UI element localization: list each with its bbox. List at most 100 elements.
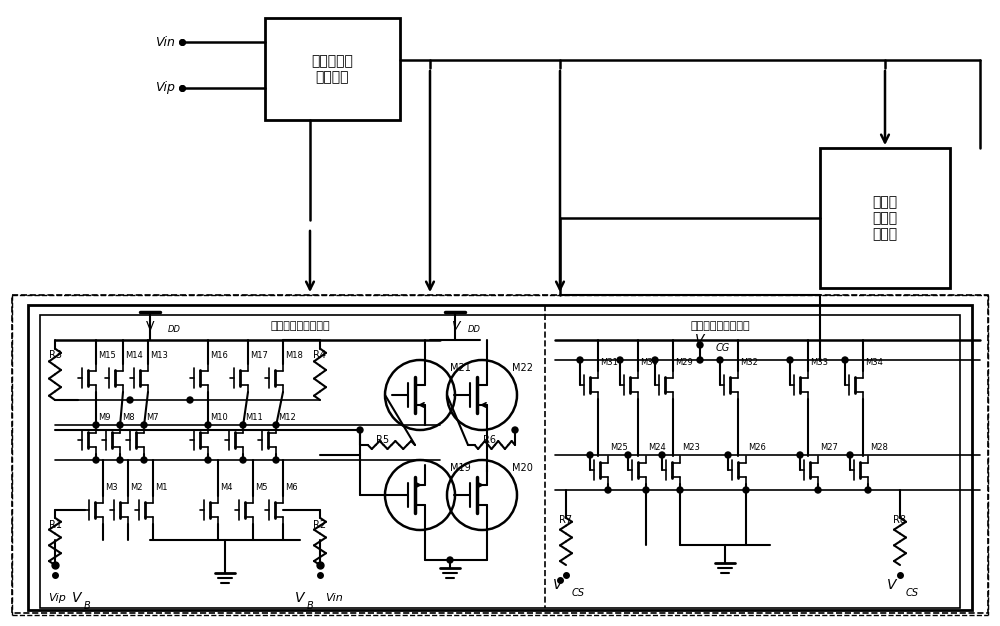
Circle shape	[577, 357, 583, 363]
Text: M5: M5	[255, 483, 268, 492]
Text: V: V	[295, 591, 304, 605]
Text: CS: CS	[906, 588, 919, 598]
Circle shape	[717, 357, 723, 363]
Text: M26: M26	[748, 443, 766, 452]
Text: M17: M17	[250, 351, 268, 360]
Text: M6: M6	[285, 483, 298, 492]
Text: R8: R8	[894, 515, 906, 525]
Bar	[28, 305, 972, 610]
Text: M30: M30	[640, 358, 658, 367]
Circle shape	[187, 397, 193, 403]
Text: M20: M20	[512, 463, 533, 473]
Circle shape	[625, 452, 631, 458]
Circle shape	[117, 422, 123, 428]
Text: M15: M15	[98, 351, 116, 360]
Circle shape	[205, 422, 211, 428]
Bar	[40, 315, 960, 608]
Text: DD: DD	[468, 326, 481, 334]
Circle shape	[697, 342, 703, 348]
Bar	[820, 148, 950, 288]
Text: M18: M18	[285, 351, 303, 360]
Text: M9: M9	[98, 413, 110, 422]
Circle shape	[273, 457, 279, 463]
Circle shape	[815, 487, 821, 493]
Circle shape	[273, 422, 279, 428]
Text: R7: R7	[559, 515, 573, 525]
Circle shape	[587, 452, 593, 458]
Text: R2: R2	[313, 520, 327, 530]
Text: B: B	[307, 601, 314, 611]
Circle shape	[512, 427, 518, 433]
Text: B: B	[84, 601, 91, 611]
Bar	[265, 18, 400, 120]
Text: Vin: Vin	[325, 593, 343, 603]
Text: R4: R4	[314, 350, 326, 360]
Circle shape	[357, 427, 363, 433]
Text: M23: M23	[682, 443, 700, 452]
Text: M12: M12	[278, 413, 296, 422]
Text: R3: R3	[48, 350, 62, 360]
Text: M29: M29	[675, 358, 693, 367]
Text: CS: CS	[572, 588, 585, 598]
Text: M34: M34	[865, 358, 883, 367]
Text: M28: M28	[870, 443, 888, 452]
Circle shape	[847, 452, 853, 458]
Text: CG: CG	[716, 343, 730, 353]
Text: M8: M8	[122, 413, 135, 422]
Text: M14: M14	[125, 351, 143, 360]
Text: 可配置功率放大部分: 可配置功率放大部分	[690, 321, 750, 331]
Circle shape	[677, 487, 683, 493]
Circle shape	[643, 487, 649, 493]
Text: 功率检测和
控制部分: 功率检测和 控制部分	[311, 54, 353, 84]
Text: M19: M19	[450, 463, 471, 473]
Text: 可配置功率驱动部分: 可配置功率驱动部分	[270, 321, 330, 331]
Circle shape	[93, 457, 99, 463]
Circle shape	[141, 457, 147, 463]
Text: 可配置
阻抗转
换部分: 可配置 阻抗转 换部分	[872, 195, 898, 241]
Text: DD: DD	[168, 326, 181, 334]
Circle shape	[797, 452, 803, 458]
Circle shape	[117, 457, 123, 463]
Circle shape	[787, 357, 793, 363]
Text: M33: M33	[810, 358, 828, 367]
Text: M3: M3	[105, 483, 118, 492]
Circle shape	[652, 357, 658, 363]
Text: R5: R5	[376, 435, 390, 445]
Circle shape	[725, 452, 731, 458]
Text: R6: R6	[484, 435, 496, 445]
Text: V: V	[695, 333, 705, 347]
Circle shape	[205, 457, 211, 463]
Text: M7: M7	[146, 413, 159, 422]
Text: V: V	[146, 319, 154, 332]
Text: M22: M22	[512, 363, 533, 373]
Circle shape	[141, 422, 147, 428]
Circle shape	[127, 397, 133, 403]
Text: M16: M16	[210, 351, 228, 360]
Text: V: V	[72, 591, 82, 605]
Text: M24: M24	[648, 443, 666, 452]
Text: M4: M4	[220, 483, 232, 492]
Text: Vin: Vin	[155, 36, 175, 48]
Circle shape	[865, 487, 871, 493]
Circle shape	[605, 487, 611, 493]
Text: M10: M10	[210, 413, 228, 422]
Text: M32: M32	[740, 358, 758, 367]
Text: Vip: Vip	[155, 81, 175, 95]
Text: V: V	[887, 578, 897, 592]
Text: Vip: Vip	[48, 593, 66, 603]
Text: M31: M31	[600, 358, 618, 367]
Text: M25: M25	[610, 443, 628, 452]
Circle shape	[659, 452, 665, 458]
Circle shape	[240, 457, 246, 463]
Circle shape	[447, 557, 453, 563]
Circle shape	[842, 357, 848, 363]
Text: M2: M2	[130, 483, 143, 492]
Bar	[12, 295, 988, 613]
Text: R1: R1	[48, 520, 62, 530]
Text: M13: M13	[150, 351, 168, 360]
Text: M27: M27	[820, 443, 838, 452]
Text: M1: M1	[155, 483, 168, 492]
Circle shape	[617, 357, 623, 363]
Circle shape	[240, 422, 246, 428]
Circle shape	[743, 487, 749, 493]
